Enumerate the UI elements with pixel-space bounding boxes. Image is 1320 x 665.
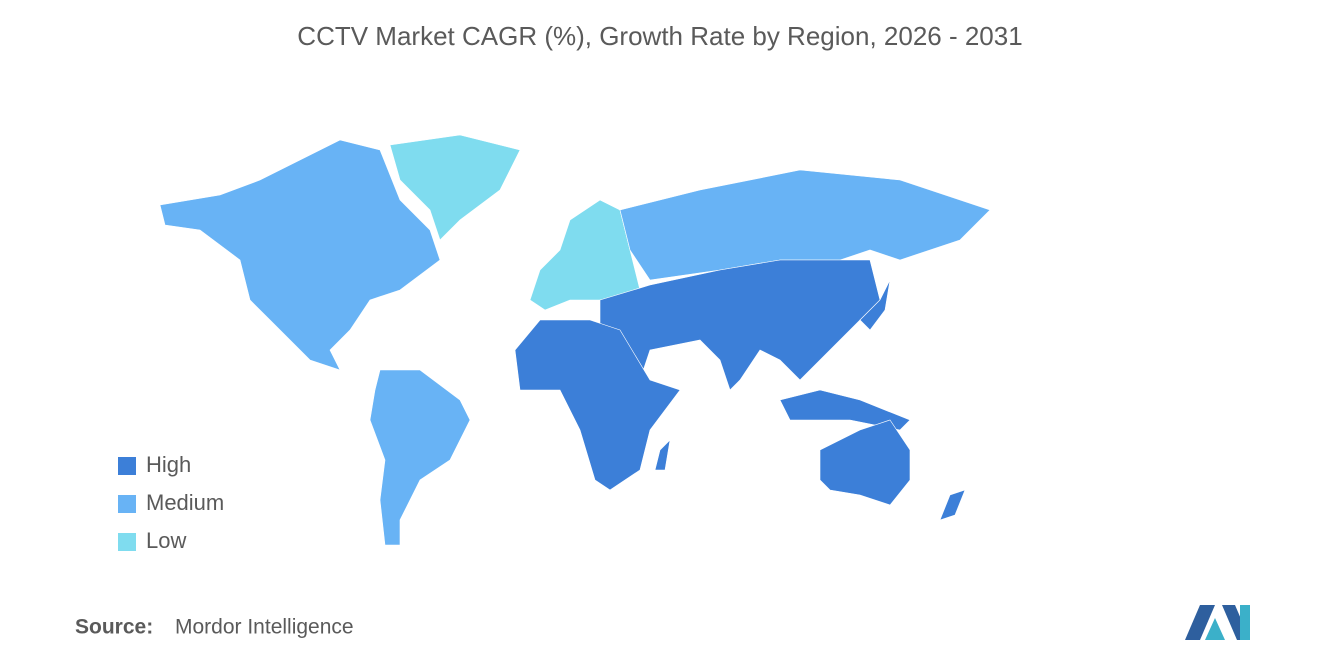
madagascar bbox=[654, 439, 671, 471]
legend-label: Medium bbox=[146, 490, 224, 515]
legend: High Medium Low bbox=[118, 452, 224, 553]
source-text: Mordor Intelligence bbox=[175, 616, 354, 639]
southeast-asia bbox=[779, 389, 911, 431]
africa bbox=[514, 319, 681, 491]
new-zealand bbox=[939, 489, 966, 521]
logo bbox=[1185, 605, 1250, 640]
world-map bbox=[159, 134, 991, 546]
north-america bbox=[159, 139, 441, 371]
legend-label: Low bbox=[146, 528, 186, 553]
chart-title: CCTV Market CAGR (%), Growth Rate by Reg… bbox=[297, 21, 1022, 51]
legend-swatch bbox=[118, 457, 136, 475]
greenland bbox=[389, 134, 521, 241]
south-america bbox=[369, 369, 471, 546]
legend-swatch bbox=[118, 533, 136, 551]
source-label: Source: bbox=[75, 616, 153, 639]
russia bbox=[619, 169, 991, 281]
japan bbox=[859, 279, 891, 331]
asia bbox=[599, 259, 881, 391]
legend-swatch bbox=[118, 495, 136, 513]
legend-label: High bbox=[146, 452, 191, 477]
australia bbox=[819, 419, 911, 506]
